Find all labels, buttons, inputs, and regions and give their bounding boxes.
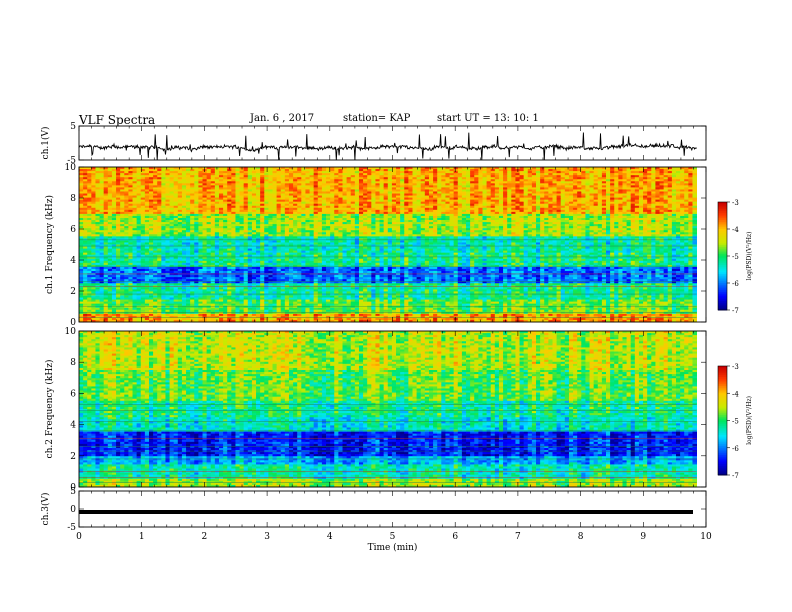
colorbar-tick-label: -4 <box>732 226 739 234</box>
y-tick-label: -5 <box>67 523 76 533</box>
colorbar-tick-label: -5 <box>732 418 739 426</box>
y-tick-label: 4 <box>70 256 76 266</box>
x-tick-label: 10 <box>700 532 712 542</box>
x-tick-label: 0 <box>76 532 82 542</box>
y-tick-label: 6 <box>70 225 76 235</box>
y-axis-label: ch.3(V) <box>40 493 51 526</box>
colorbar-tick-label: -3 <box>732 363 739 371</box>
x-tick-label: 1 <box>139 532 145 542</box>
y-tick-label: 2 <box>70 287 76 297</box>
vlf-figure: 5-5ch.1(V)0246810ch.1 Frequency (kHz) -3-… <box>0 0 792 612</box>
y-axis-label: ch.1 Frequency (kHz) <box>44 195 55 294</box>
x-tick-label: 6 <box>452 532 458 542</box>
y-tick-label: 10 <box>65 163 77 173</box>
y-tick-label: 10 <box>65 327 77 337</box>
colorbar-tick-label: -6 <box>732 445 739 453</box>
y-tick-label: 5 <box>70 122 76 132</box>
colorbar-tick-label: -6 <box>732 280 739 288</box>
y-axis-label: ch.1(V) <box>40 127 51 160</box>
colorbar-tick-label: -3 <box>732 199 739 207</box>
x-tick-label: 8 <box>578 532 584 542</box>
y-axis-label: ch.2 Frequency (kHz) <box>44 360 55 459</box>
y-tick-label: 6 <box>70 389 76 399</box>
x-tick-label: 2 <box>202 532 208 542</box>
colorbar-2 <box>718 366 730 476</box>
colorbar-tick-label: -7 <box>732 472 739 480</box>
x-tick-label: 9 <box>640 532 646 542</box>
y-tick-label: 5 <box>70 487 76 497</box>
x-tick-label: 4 <box>327 532 333 542</box>
x-axis-label: Time (min) <box>368 542 418 553</box>
colorbar-tick-label: -5 <box>732 253 739 261</box>
x-tick-label: 3 <box>264 532 270 542</box>
y-tick-label: 2 <box>70 452 76 462</box>
x-tick-label: 5 <box>390 532 396 542</box>
colorbar-tick-label: -4 <box>732 390 739 398</box>
y-tick-label: 8 <box>70 194 76 204</box>
colorbar-label: log(PSD)(V²/Hz) <box>746 396 753 445</box>
colorbar-1 <box>718 202 730 311</box>
colorbar-label: log(PSD)(V²/Hz) <box>746 232 753 281</box>
ch3-waveform-panel <box>79 491 706 527</box>
y-tick-label: 8 <box>70 358 76 368</box>
ch1-waveform-panel <box>79 126 706 160</box>
ch1-waveform-trace <box>79 133 697 161</box>
colorbar-tick-label: -7 <box>732 307 739 315</box>
spectrogram-1 <box>79 167 697 322</box>
x-tick-label: 7 <box>515 532 521 542</box>
y-tick-label: 4 <box>70 421 76 431</box>
spectrogram-2 <box>79 331 697 487</box>
y-tick-label: 0 <box>70 505 76 515</box>
